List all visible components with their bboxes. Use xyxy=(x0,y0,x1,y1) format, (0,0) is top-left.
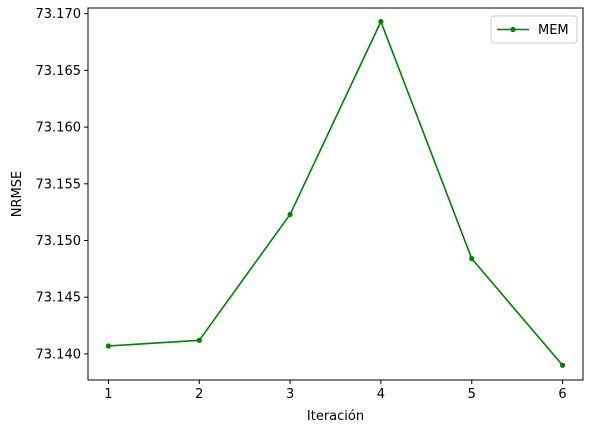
y-tick-label: 73.155 xyxy=(36,177,82,192)
data-point xyxy=(469,256,475,262)
legend: MEM xyxy=(490,15,578,44)
data-point xyxy=(105,343,112,349)
series-line xyxy=(108,20,564,366)
y-tick-label: 73.170 xyxy=(36,7,82,22)
x-tick-label: 1 xyxy=(104,387,112,402)
x-tick-label: 4 xyxy=(377,387,385,402)
legend-marker-sample xyxy=(510,26,516,33)
data-point xyxy=(559,362,566,368)
legend-box xyxy=(490,15,578,44)
y-tick-label: 73.145 xyxy=(36,291,82,306)
data-point xyxy=(287,211,293,218)
series-group xyxy=(105,19,566,368)
x-tick-label: 6 xyxy=(558,387,566,402)
data-point xyxy=(378,19,384,25)
y-tick-label: 73.165 xyxy=(36,64,82,79)
plot-frame xyxy=(87,7,584,381)
x-tick-label: 3 xyxy=(286,387,294,402)
y-tick-label: 73.160 xyxy=(36,121,82,136)
y-axis-label: NRMSE xyxy=(10,171,25,217)
y-tick-label: 73.140 xyxy=(36,347,82,362)
x-tick-label: 5 xyxy=(468,387,476,402)
x-axis-label: Iteración xyxy=(307,409,364,424)
legend-label: MEM xyxy=(538,23,569,38)
y-tick-label: 73.150 xyxy=(36,234,82,249)
x-tick-label: 2 xyxy=(195,387,203,402)
axis-ticks: 1 2 3 4 5 6 73.140 73.145 73.150 73.155 73.160 73.1… xyxy=(36,7,567,402)
data-point xyxy=(196,337,202,343)
